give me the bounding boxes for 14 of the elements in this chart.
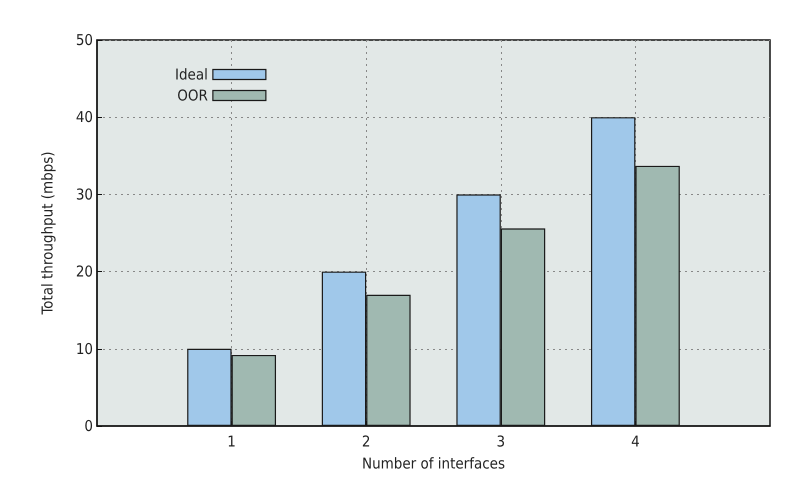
y-tick-label: 10 <box>76 340 93 358</box>
legend-label: Ideal <box>174 66 208 84</box>
y-tick-label: 40 <box>76 108 93 126</box>
x-axis-title: Number of interfaces <box>362 454 505 472</box>
x-tick-label: 1 <box>227 432 236 450</box>
y-tick-label: 50 <box>76 31 93 49</box>
y-axis-title: Total throughput (mbps) <box>38 151 56 316</box>
x-tick-label: 3 <box>496 432 506 450</box>
y-tick-label: 30 <box>76 185 93 204</box>
y-tick-label: 20 <box>76 262 93 281</box>
x-tick-label: 4 <box>631 432 640 450</box>
legend-label: OOR <box>177 86 208 104</box>
x-tick-label: 2 <box>362 432 370 450</box>
y-tick-label: 0 <box>84 417 93 435</box>
